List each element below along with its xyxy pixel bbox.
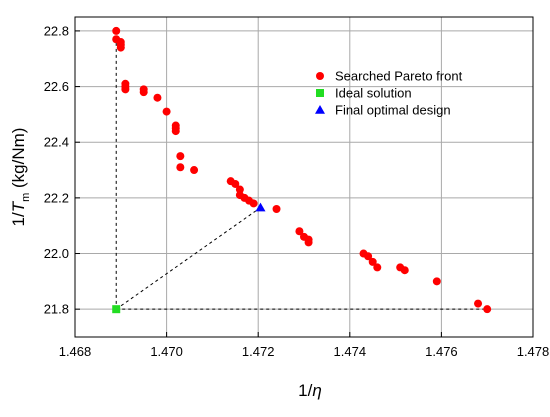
y-tick-label: 22.6 xyxy=(44,79,69,94)
pareto-point xyxy=(235,185,244,194)
pareto-point xyxy=(368,257,377,266)
pareto-point xyxy=(171,127,180,136)
pareto-point xyxy=(295,227,304,236)
pareto-point xyxy=(364,252,373,261)
x-axis-title: 1/η xyxy=(298,381,322,400)
y-tick-label: 22.0 xyxy=(44,246,69,261)
pareto-point xyxy=(162,107,171,116)
pareto-point xyxy=(112,26,121,35)
pareto-point xyxy=(176,163,185,172)
pareto-point xyxy=(116,43,125,52)
pareto-point xyxy=(483,305,492,314)
y-axis-title: 1/Tm (kg/Nm) xyxy=(9,128,32,227)
y-tick-label: 22.2 xyxy=(44,190,69,205)
x-tick-label: 1.470 xyxy=(150,344,183,359)
legend: Searched Pareto front Ideal solution Final… xyxy=(315,69,463,118)
legend-label: Searched Pareto front xyxy=(335,69,463,84)
dashed-guides xyxy=(115,30,488,310)
y-tick-label: 22.8 xyxy=(44,23,69,38)
ideal-solution-point xyxy=(112,305,121,314)
pareto-point xyxy=(190,166,199,175)
x-tick-label: 1.474 xyxy=(334,344,367,359)
pareto-point xyxy=(139,88,148,97)
pareto-point xyxy=(432,277,441,286)
pareto-point xyxy=(373,263,382,272)
legend-optimal-design-point-marker xyxy=(315,105,325,114)
plot-frame xyxy=(74,16,534,338)
pareto-point xyxy=(400,266,409,275)
pareto-point xyxy=(474,299,483,308)
legend-pareto-point-marker xyxy=(316,72,324,80)
x-tick-label: 1.476 xyxy=(425,344,458,359)
data-marks xyxy=(112,26,492,314)
x-tick-label: 1.472 xyxy=(242,344,275,359)
pareto-point xyxy=(249,199,258,208)
pareto-point xyxy=(272,205,281,213)
pareto-point xyxy=(231,179,240,188)
grid-lines xyxy=(74,17,534,337)
pareto-point xyxy=(304,238,313,247)
axis-ticks: 1.468 1.470 1.472 1.474 1.476 1.478 21.8 22.0 22… xyxy=(44,23,550,359)
legend-label: Ideal solution xyxy=(335,86,412,101)
optimal-design-point xyxy=(255,202,266,212)
y-tick-label: 21.8 xyxy=(44,302,69,317)
pareto-point xyxy=(121,85,130,94)
pareto-point xyxy=(176,152,185,161)
x-tick-label: 1.478 xyxy=(517,344,550,359)
legend-ideal-solution-point-marker xyxy=(316,89,324,97)
legend-label: Final optimal design xyxy=(335,103,451,118)
y-tick-label: 22.4 xyxy=(44,135,69,150)
pareto-point xyxy=(153,93,162,102)
x-tick-label: 1.468 xyxy=(59,344,92,359)
dashed-guide-line xyxy=(115,207,261,310)
